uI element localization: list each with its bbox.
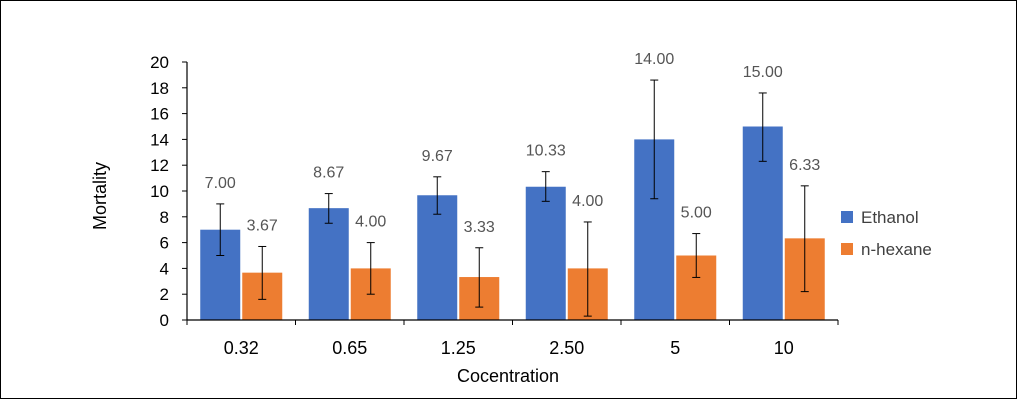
x-tick-label: 10	[774, 338, 794, 358]
error-bars	[216, 79, 809, 317]
bar-ethanol	[417, 195, 458, 320]
bar-ethanol	[525, 186, 566, 320]
bars	[200, 126, 825, 320]
x-tick-label: 1.25	[441, 338, 476, 358]
data-label: 4.00	[355, 214, 386, 231]
data-label: 14.00	[634, 51, 674, 68]
y-axis-ticks: 0 2 4 6 8 10 12 14 16 18 20	[150, 53, 187, 330]
data-label: 3.67	[247, 217, 278, 234]
x-tick-label: 0.32	[224, 338, 259, 358]
data-label: 15.00	[743, 64, 783, 81]
y-tick-label: 8	[160, 208, 169, 227]
x-tick-label: 5	[670, 338, 680, 358]
data-label: 3.33	[464, 219, 495, 236]
bar-ethanol	[308, 208, 349, 320]
data-label: 7.00	[205, 175, 236, 192]
data-label: 9.67	[422, 148, 453, 165]
y-tick-label: 14	[150, 130, 169, 149]
x-axis-ticks: 0.32 0.65 1.25 2.50 5 10	[186, 320, 839, 358]
y-tick-label: 6	[160, 234, 169, 253]
y-tick-label: 20	[150, 53, 169, 72]
y-tick-label: 4	[160, 259, 169, 278]
data-label: 6.33	[789, 157, 820, 174]
y-tick-label: 0	[160, 311, 169, 330]
x-axis-title: Cocentration	[457, 366, 559, 386]
y-tick-label: 2	[160, 285, 169, 304]
data-labels: 7.00 8.67 9.67 10.33 14.00 15.00 3.67 4.00 3.33 4…	[205, 51, 821, 236]
x-tick-label: 0.65	[332, 338, 367, 358]
legend-label-n-hexane: n-hexane	[861, 240, 932, 259]
data-label: 8.67	[313, 165, 344, 182]
y-tick-label: 16	[150, 105, 169, 124]
y-tick-label: 10	[150, 182, 169, 201]
data-label: 5.00	[681, 205, 712, 222]
legend-swatch-n-hexane	[841, 243, 853, 255]
y-tick-label: 18	[150, 79, 169, 98]
x-tick-label: 2.50	[549, 338, 584, 358]
legend-label-ethanol: Ethanol	[861, 208, 919, 227]
legend-swatch-ethanol	[841, 211, 853, 223]
axes	[186, 62, 838, 321]
data-label: 4.00	[572, 193, 603, 210]
data-label: 10.33	[526, 143, 566, 160]
legend: Ethanol n-hexane	[841, 208, 932, 259]
y-axis-title: Mortality	[90, 162, 110, 230]
y-tick-label: 12	[150, 156, 169, 175]
